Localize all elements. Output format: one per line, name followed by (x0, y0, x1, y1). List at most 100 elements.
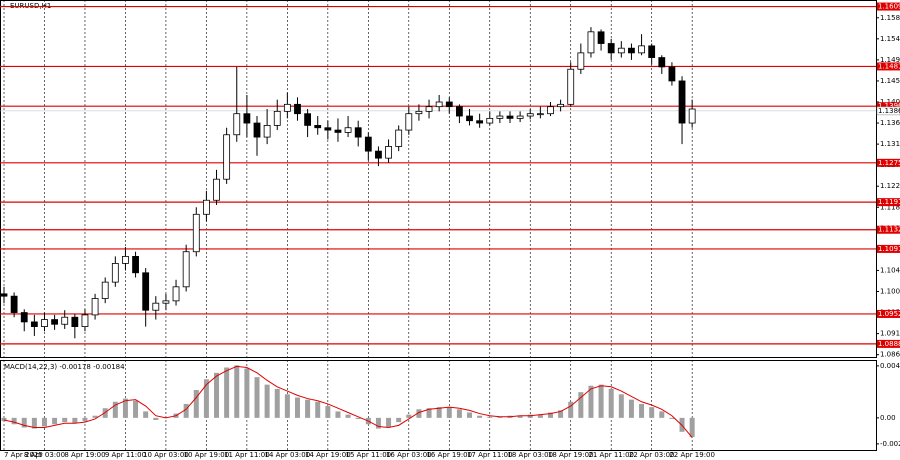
macd-tick-label: -0.00243 (880, 440, 900, 448)
x-tick-label: 7 Apr 2025 (4, 451, 43, 459)
candle-body (10, 295, 18, 313)
y-tick-label: 1.1540 (880, 35, 900, 43)
macd-bar (345, 414, 351, 418)
x-tick-label: 17 Apr 11:00 (467, 451, 513, 459)
x-tick-label: 9 Apr 11:00 (105, 451, 146, 459)
candle-body (587, 31, 595, 54)
y-tick-label: 1.1450 (880, 77, 900, 85)
macd-bar (294, 397, 300, 418)
macd-bar (214, 372, 220, 418)
y-tick-label: 1.1405 (880, 98, 900, 106)
macd-bar (82, 417, 88, 422)
candle-body (142, 272, 150, 311)
candle-body (678, 80, 686, 124)
candle-body (71, 316, 79, 327)
candle-body (294, 103, 301, 115)
x-tick-label: 21 Apr 11:00 (588, 451, 634, 459)
macd-bar (112, 401, 118, 418)
macd-bar (264, 384, 270, 418)
y-tick-label: 1.1180 (880, 203, 900, 211)
candle-body (172, 286, 180, 302)
macd-bar (325, 406, 331, 418)
candle-body (101, 281, 109, 299)
candle-body (91, 298, 99, 316)
level-label: 1.1275 (878, 159, 900, 167)
macd-bar (598, 384, 604, 418)
candle-body (547, 106, 554, 115)
candle-body (638, 45, 645, 54)
macd-bar (456, 409, 462, 418)
macd-bar (203, 379, 209, 418)
macd-bar (669, 417, 675, 419)
candle-body (111, 263, 119, 283)
macd-bar (689, 417, 695, 437)
y-tick-label: 1.1315 (880, 140, 900, 148)
macd-bar (639, 403, 645, 418)
macd-bar (21, 417, 27, 428)
level-label-box (877, 158, 900, 167)
candle-body (375, 150, 382, 159)
level-label-box (877, 2, 900, 11)
macd-bar (659, 411, 665, 418)
y-tick-label: 1.0910 (880, 330, 900, 338)
candle-body (688, 108, 696, 124)
x-tick-label: 11 Apr 11:00 (224, 451, 270, 459)
candle-body (223, 134, 231, 180)
candle-body (425, 106, 433, 112)
candle-body (607, 43, 615, 54)
x-tick-label: 15 Apr 11:00 (345, 451, 391, 459)
macd-bar (193, 390, 199, 418)
x-tick-label: 14 Apr 03:00 (265, 451, 311, 459)
macd-bar (62, 417, 68, 423)
macd-panel (0, 360, 877, 451)
candle-body (213, 178, 220, 201)
candle-body (334, 129, 342, 133)
macd-bar (406, 414, 412, 418)
macd-bar (527, 414, 533, 418)
candle-body (476, 120, 484, 124)
candle-body (202, 199, 210, 215)
candle-body (263, 124, 271, 138)
candle-body (0, 293, 8, 297)
level-label-box (877, 102, 900, 111)
x-tick-label: 18 Apr 03:00 (507, 451, 553, 459)
macd-bar (416, 409, 422, 418)
level-label: 1.1396 (878, 102, 900, 110)
candle-body (20, 312, 28, 323)
y-tick-label: 1.1225 (880, 182, 900, 190)
x-tick-label: 22 Apr 03:00 (629, 451, 675, 459)
macd-bar (487, 416, 493, 418)
macd-bar (649, 407, 655, 418)
macd-bar (568, 401, 574, 418)
candle-body (486, 117, 494, 124)
macd-bar (375, 417, 381, 429)
level-label-box (877, 198, 900, 207)
candle-body (233, 113, 241, 136)
macd-bar (52, 417, 58, 425)
macd-tick-label: 0.00485 (880, 362, 900, 370)
x-tick-label: 10 Apr 03:00 (143, 451, 189, 459)
candle-body (557, 103, 564, 108)
candle-body (435, 101, 443, 108)
candle-body (122, 256, 129, 264)
macd-bar (355, 417, 361, 419)
macd-bar (183, 403, 189, 418)
candle-body (455, 106, 463, 117)
candle-body (192, 213, 200, 253)
candle-body (364, 136, 372, 152)
x-tick-label: 14 Apr 19:00 (305, 451, 351, 459)
x-tick-label: 18 Apr 19:00 (548, 451, 594, 459)
candle-body (162, 300, 170, 304)
price-panel (0, 0, 877, 358)
level-label: 1.0888 (878, 340, 900, 348)
candle-body (273, 110, 281, 126)
macd-bar (11, 417, 17, 425)
level-label-box (877, 225, 900, 234)
candle-body (81, 314, 89, 327)
x-tick-label: 16 Apr 19:00 (426, 451, 472, 459)
candle-body (152, 302, 160, 311)
macd-bar (41, 417, 47, 427)
macd-bar (497, 416, 503, 418)
